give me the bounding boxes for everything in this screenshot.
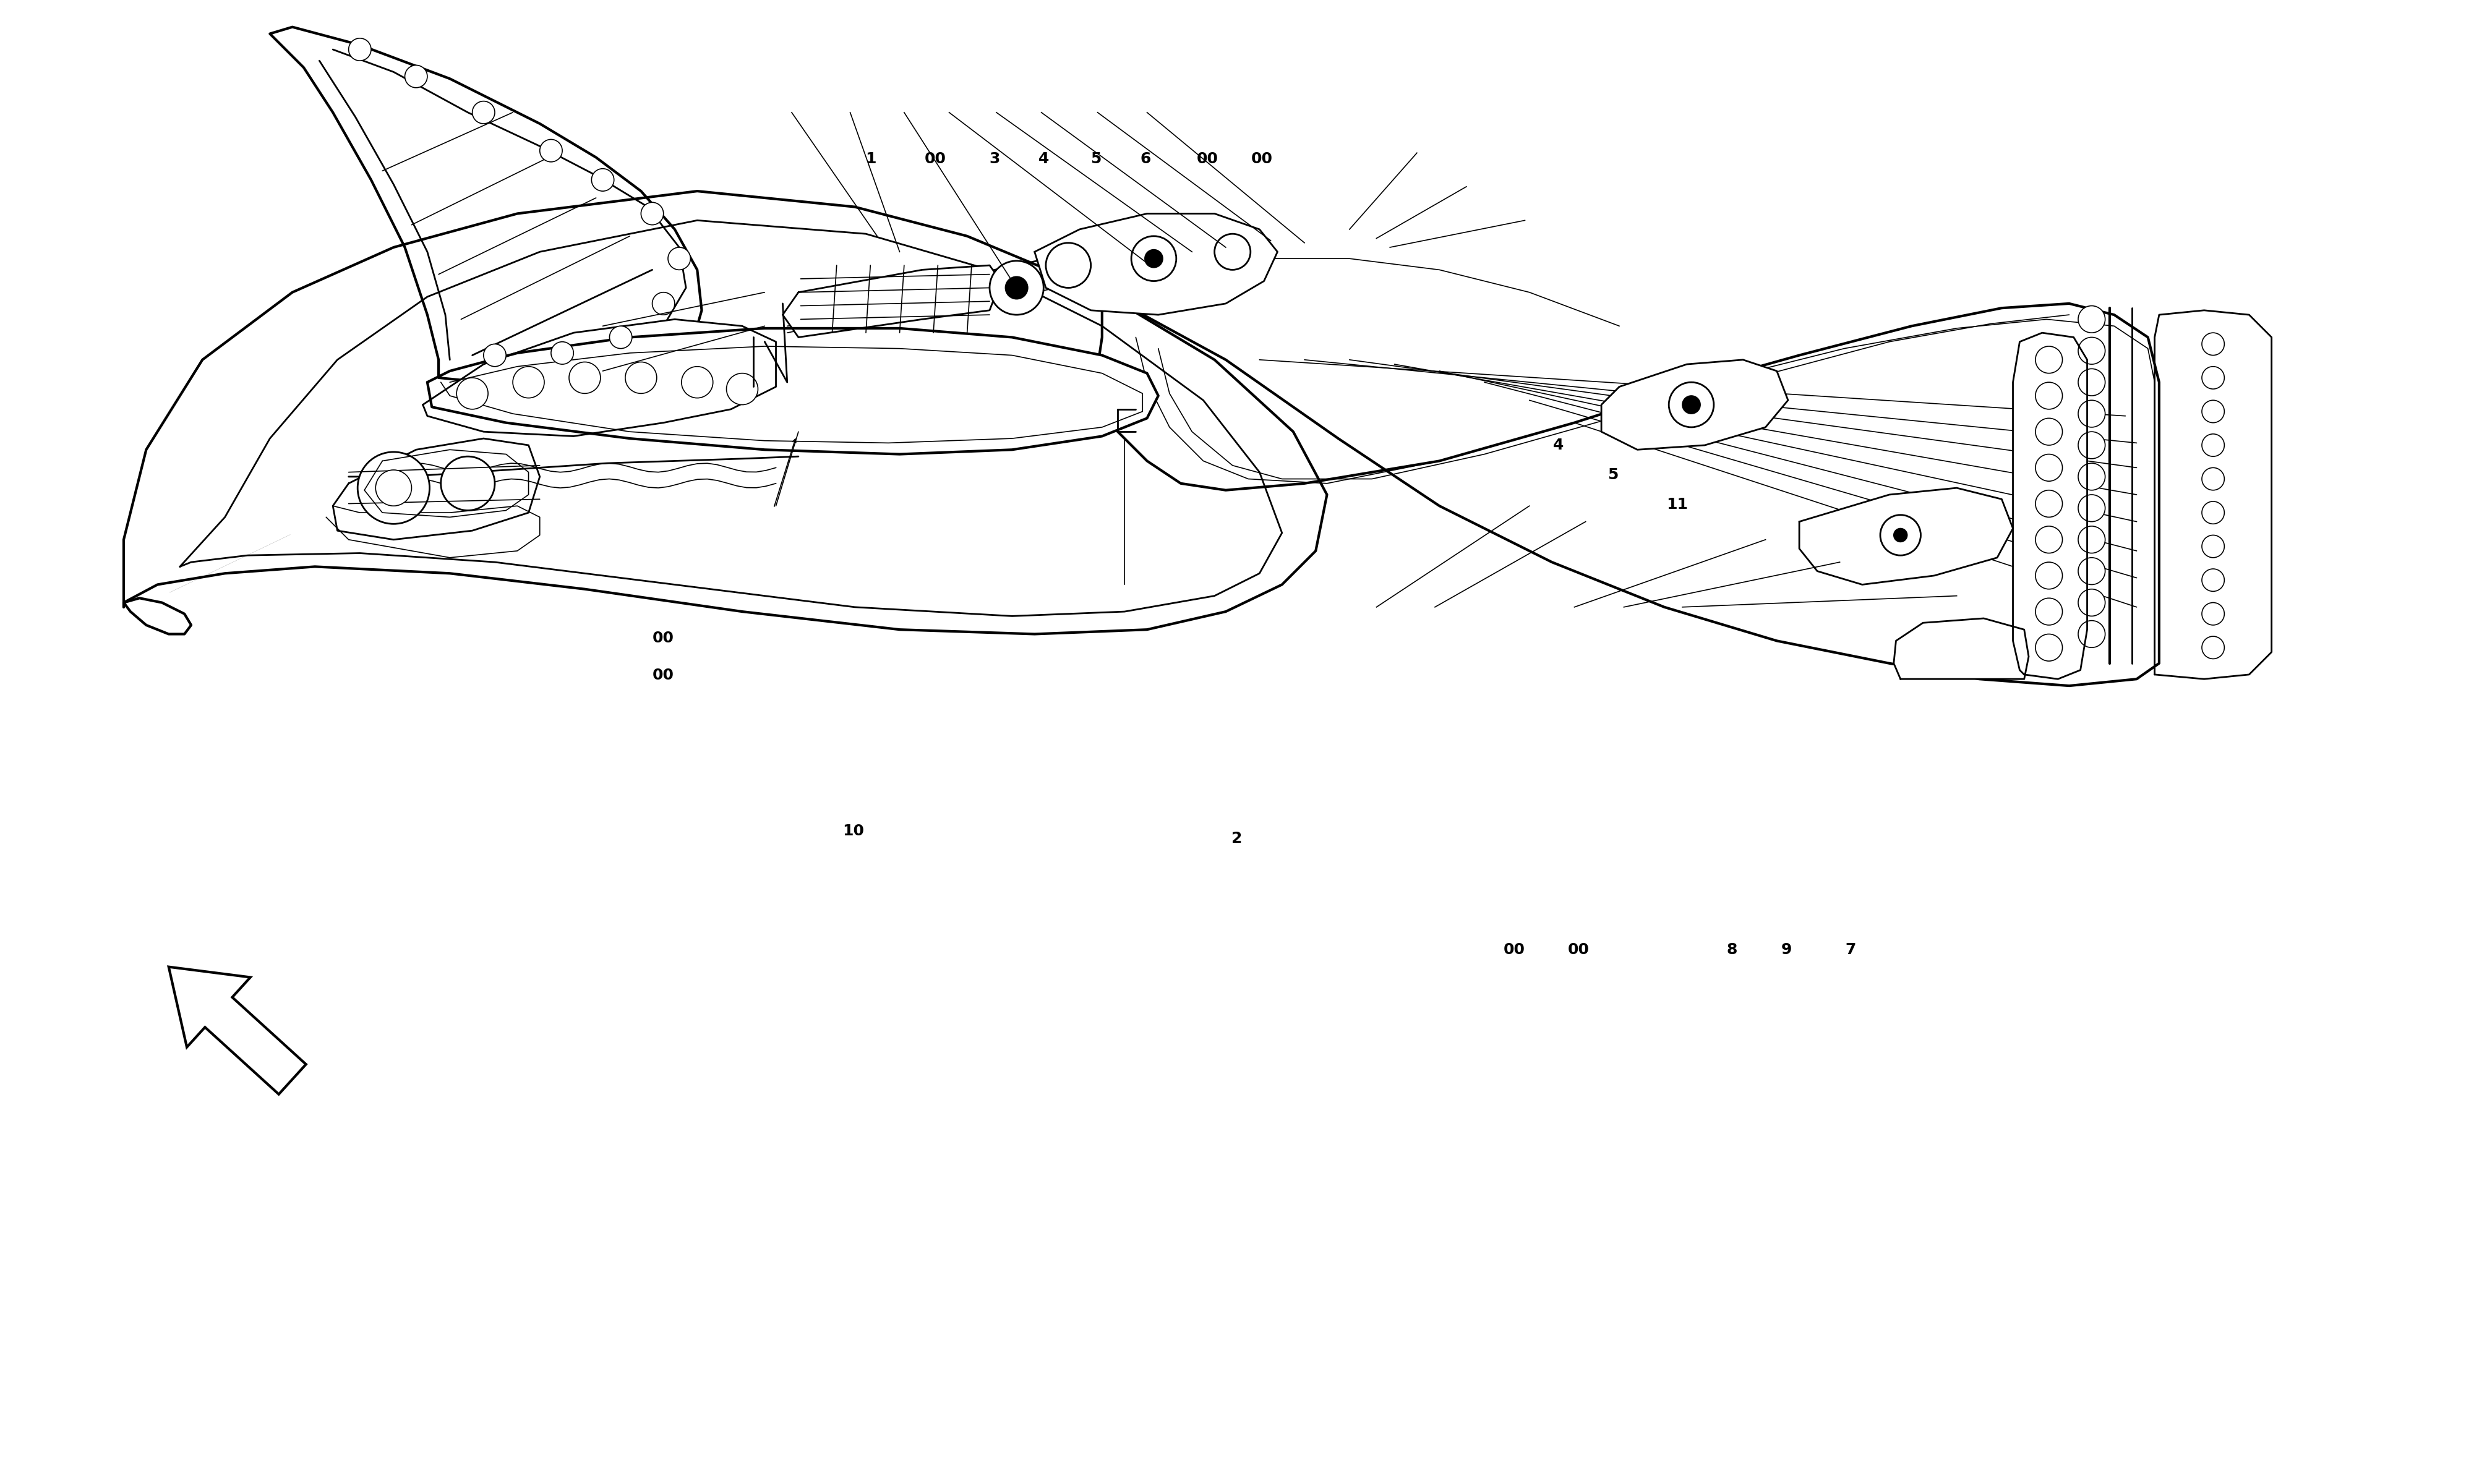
Polygon shape [124, 191, 1326, 634]
Circle shape [2078, 337, 2105, 364]
Circle shape [653, 292, 675, 315]
Circle shape [1893, 528, 1907, 542]
Circle shape [2036, 346, 2063, 374]
Text: 00: 00 [925, 151, 945, 166]
Circle shape [473, 101, 495, 123]
Text: 5: 5 [1091, 151, 1101, 166]
Polygon shape [270, 27, 703, 383]
Circle shape [609, 326, 631, 349]
Text: 10: 10 [844, 824, 863, 838]
Text: 00: 00 [653, 668, 673, 683]
Circle shape [2036, 634, 2063, 660]
Circle shape [552, 341, 574, 364]
Text: 7: 7 [1846, 942, 1856, 957]
Polygon shape [1096, 292, 2160, 686]
Circle shape [2036, 527, 2063, 554]
Circle shape [406, 65, 428, 88]
Circle shape [2202, 502, 2224, 524]
Text: 9: 9 [1781, 942, 1791, 957]
Circle shape [1145, 249, 1163, 267]
Circle shape [2202, 332, 2224, 355]
Text: 11: 11 [1667, 497, 1687, 512]
Circle shape [591, 169, 614, 191]
Circle shape [512, 367, 544, 398]
Circle shape [1215, 234, 1249, 270]
Circle shape [2078, 401, 2105, 427]
Circle shape [680, 367, 713, 398]
Circle shape [349, 39, 371, 61]
Circle shape [2202, 536, 2224, 558]
Text: 4: 4 [1039, 151, 1049, 166]
Text: 8: 8 [1727, 942, 1737, 957]
Circle shape [1670, 383, 1714, 427]
Circle shape [2202, 637, 2224, 659]
Circle shape [727, 374, 757, 405]
Text: 5: 5 [1608, 467, 1618, 482]
Circle shape [482, 344, 507, 367]
Circle shape [2036, 490, 2063, 516]
Text: 4: 4 [1554, 438, 1564, 453]
Circle shape [2202, 603, 2224, 625]
Circle shape [2078, 463, 2105, 490]
Circle shape [2202, 433, 2224, 457]
Polygon shape [334, 438, 539, 540]
Text: 00: 00 [1197, 151, 1217, 166]
Circle shape [2036, 562, 2063, 589]
Circle shape [2036, 598, 2063, 625]
Circle shape [2036, 418, 2063, 445]
Circle shape [539, 139, 562, 162]
Text: 00: 00 [1569, 942, 1588, 957]
Polygon shape [1799, 488, 2014, 585]
Circle shape [2202, 467, 2224, 490]
Circle shape [2078, 494, 2105, 522]
Circle shape [359, 453, 430, 524]
Text: 6: 6 [1141, 151, 1150, 166]
Circle shape [2078, 620, 2105, 647]
Circle shape [2202, 367, 2224, 389]
Polygon shape [1034, 214, 1277, 315]
Polygon shape [423, 319, 777, 436]
Circle shape [2078, 368, 2105, 396]
Circle shape [2202, 568, 2224, 591]
Text: 00: 00 [1252, 151, 1272, 166]
FancyArrow shape [168, 968, 307, 1094]
Circle shape [2078, 432, 2105, 459]
Circle shape [569, 362, 601, 393]
Polygon shape [1601, 359, 1789, 450]
Circle shape [440, 457, 495, 510]
Text: 00: 00 [653, 631, 673, 646]
Circle shape [2078, 306, 2105, 332]
Circle shape [1880, 515, 1920, 555]
Circle shape [2078, 589, 2105, 616]
Circle shape [668, 248, 690, 270]
Circle shape [458, 378, 487, 410]
Circle shape [1682, 396, 1700, 414]
Circle shape [2036, 383, 2063, 410]
Polygon shape [782, 266, 1002, 337]
Polygon shape [428, 328, 1158, 454]
Text: 00: 00 [1504, 942, 1524, 957]
Text: 2: 2 [1232, 831, 1242, 846]
Circle shape [376, 470, 411, 506]
Circle shape [1131, 236, 1175, 280]
Circle shape [641, 202, 663, 226]
Circle shape [2078, 558, 2105, 585]
Text: 3: 3 [990, 151, 999, 166]
Circle shape [2202, 401, 2224, 423]
Circle shape [2078, 527, 2105, 554]
Circle shape [2036, 454, 2063, 481]
Text: 1: 1 [866, 151, 876, 166]
Polygon shape [1893, 619, 2029, 680]
Polygon shape [2014, 332, 2088, 680]
Circle shape [990, 261, 1044, 315]
Circle shape [626, 362, 656, 393]
Circle shape [1047, 243, 1091, 288]
Circle shape [1004, 276, 1027, 300]
Polygon shape [2155, 310, 2271, 680]
